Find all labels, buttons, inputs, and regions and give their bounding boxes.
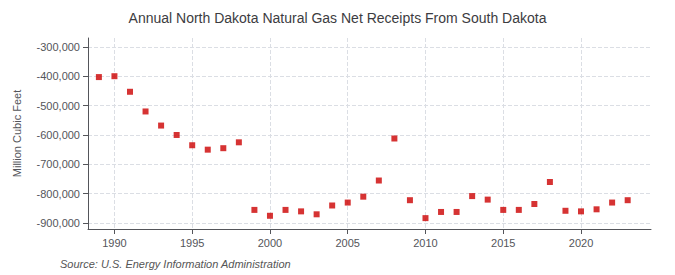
- svg-text:-300,000: -300,000: [37, 41, 80, 53]
- svg-text:-900,000: -900,000: [37, 217, 80, 229]
- svg-text:1990: 1990: [102, 237, 126, 249]
- svg-text:2015: 2015: [491, 237, 515, 249]
- svg-text:2020: 2020: [569, 237, 593, 249]
- svg-text:Annual North Dakota Natural Ga: Annual North Dakota Natural Gas Net Rece…: [129, 10, 547, 26]
- svg-text:-400,000: -400,000: [37, 70, 80, 82]
- svg-text:-600,000: -600,000: [37, 129, 80, 141]
- svg-text:-800,000: -800,000: [37, 188, 80, 200]
- svg-text:-500,000: -500,000: [37, 100, 80, 112]
- svg-text:Million Cubic Feet: Million Cubic Feet: [11, 90, 23, 177]
- svg-text:-700,000: -700,000: [37, 158, 80, 170]
- svg-text:2010: 2010: [413, 237, 437, 249]
- svg-text:Source: U.S. Energy Informatio: Source: U.S. Energy Information Administ…: [60, 258, 291, 270]
- svg-text:2000: 2000: [258, 237, 282, 249]
- svg-text:1995: 1995: [180, 237, 204, 249]
- svg-text:2005: 2005: [335, 237, 359, 249]
